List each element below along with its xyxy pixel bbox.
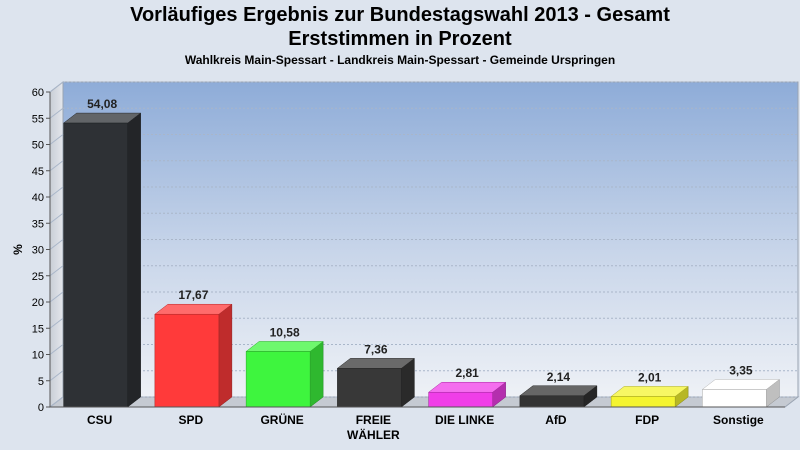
x-tick-label: DIE LINKE xyxy=(435,413,494,427)
grid-line-side xyxy=(49,239,64,250)
x-tick-label: FDP xyxy=(635,413,659,427)
bar-group: 54,08 17,67 10,58 7,36 2,81 2,14 2,01 3,35 xyxy=(62,97,781,408)
bar-csu: 54,08 xyxy=(62,97,142,408)
x-tick-label: FREIE xyxy=(356,413,391,427)
bar-front xyxy=(519,395,585,408)
bar-sonstige: 3,35 xyxy=(701,363,781,408)
grid-line-side xyxy=(49,291,64,303)
grid-line-side xyxy=(49,317,64,329)
y-tick-label: 35 xyxy=(32,218,44,230)
y-tick-label: 25 xyxy=(32,271,44,283)
bar-top xyxy=(427,381,507,393)
bar-top xyxy=(154,303,233,315)
bar-afd: 2,14 xyxy=(519,370,598,408)
y-axis: 0 5 10 15 20 25 30 35 40 45 50 55 60% xyxy=(11,87,51,414)
bar-front xyxy=(63,122,128,408)
y-tick-label: 30 xyxy=(32,245,44,257)
grid-line-side xyxy=(49,186,64,198)
grid-line-side xyxy=(49,370,64,382)
y-tick-label: 0 xyxy=(38,402,44,414)
bar-value-label: 17,67 xyxy=(178,288,208,302)
bar-top xyxy=(610,386,689,397)
y-tick-label: 5 xyxy=(38,376,44,388)
chart-title-line-2: Erststimmen in Prozent xyxy=(288,28,512,50)
bar-spd: 17,67 xyxy=(154,288,233,408)
chart-title: Vorläufiges Ergebnis zur Bundestagswahl … xyxy=(130,4,670,26)
y-tick-label: 20 xyxy=(32,297,44,309)
bar-fdp: 2,01 xyxy=(610,370,689,408)
x-tick-label: CSU xyxy=(87,413,112,427)
y-tick-label: 45 xyxy=(32,166,44,178)
grid-line-side xyxy=(49,265,64,277)
grid-line-side xyxy=(49,81,64,93)
bar-side xyxy=(309,340,324,408)
grid-line-side xyxy=(49,212,64,224)
bar-value-label: 7,36 xyxy=(364,342,388,356)
y-tick-label: 55 xyxy=(32,113,44,125)
grid-line-side xyxy=(49,344,64,355)
bar-value-label: 2,14 xyxy=(547,370,571,384)
bar-front xyxy=(245,351,311,408)
chart-subtitle: Wahlkreis Main-Spessart - Landkreis Main… xyxy=(184,53,616,67)
bar-side xyxy=(218,303,233,408)
x-tick-label-line-2: WÄHLER xyxy=(347,427,400,442)
x-tick-label: AfD xyxy=(545,413,567,427)
grid-line-side xyxy=(49,160,64,172)
y-tick-label: 15 xyxy=(32,323,44,335)
bar-side xyxy=(127,112,141,408)
y-tick-label: 50 xyxy=(32,140,44,152)
bar-top xyxy=(336,358,416,369)
bar-front xyxy=(154,313,220,408)
x-tick-label: GRÜNE xyxy=(260,412,303,427)
bar-front xyxy=(337,368,402,408)
bar-grüne: 10,58 xyxy=(245,325,324,408)
bar-die-linke: 2,81 xyxy=(427,366,507,408)
y-tick-label: 10 xyxy=(32,350,44,362)
bar-value-label: 3,35 xyxy=(729,363,753,377)
bar-top xyxy=(245,341,324,352)
bar-value-label: 2,81 xyxy=(455,366,479,380)
grid-line-side xyxy=(49,107,64,119)
y-axis-label: % xyxy=(11,244,25,255)
bar-top xyxy=(519,385,598,397)
bar-freie-wähler: 7,36 xyxy=(336,342,416,408)
bar-top xyxy=(62,112,142,124)
grid-line-side xyxy=(49,396,64,408)
grid-line-side xyxy=(49,134,64,145)
bar-top xyxy=(701,379,781,390)
bar-front xyxy=(702,389,767,408)
bar-value-label: 10,58 xyxy=(270,325,300,339)
bar-value-label: 54,08 xyxy=(87,97,117,111)
x-tick-label: Sonstige xyxy=(713,413,764,427)
bar-value-label: 2,01 xyxy=(638,370,662,384)
bar-front xyxy=(610,396,676,408)
y-tick-label: 40 xyxy=(32,192,44,204)
bar-front xyxy=(428,391,493,408)
y-tick-label: 60 xyxy=(32,87,44,99)
x-tick-label: SPD xyxy=(179,413,204,427)
